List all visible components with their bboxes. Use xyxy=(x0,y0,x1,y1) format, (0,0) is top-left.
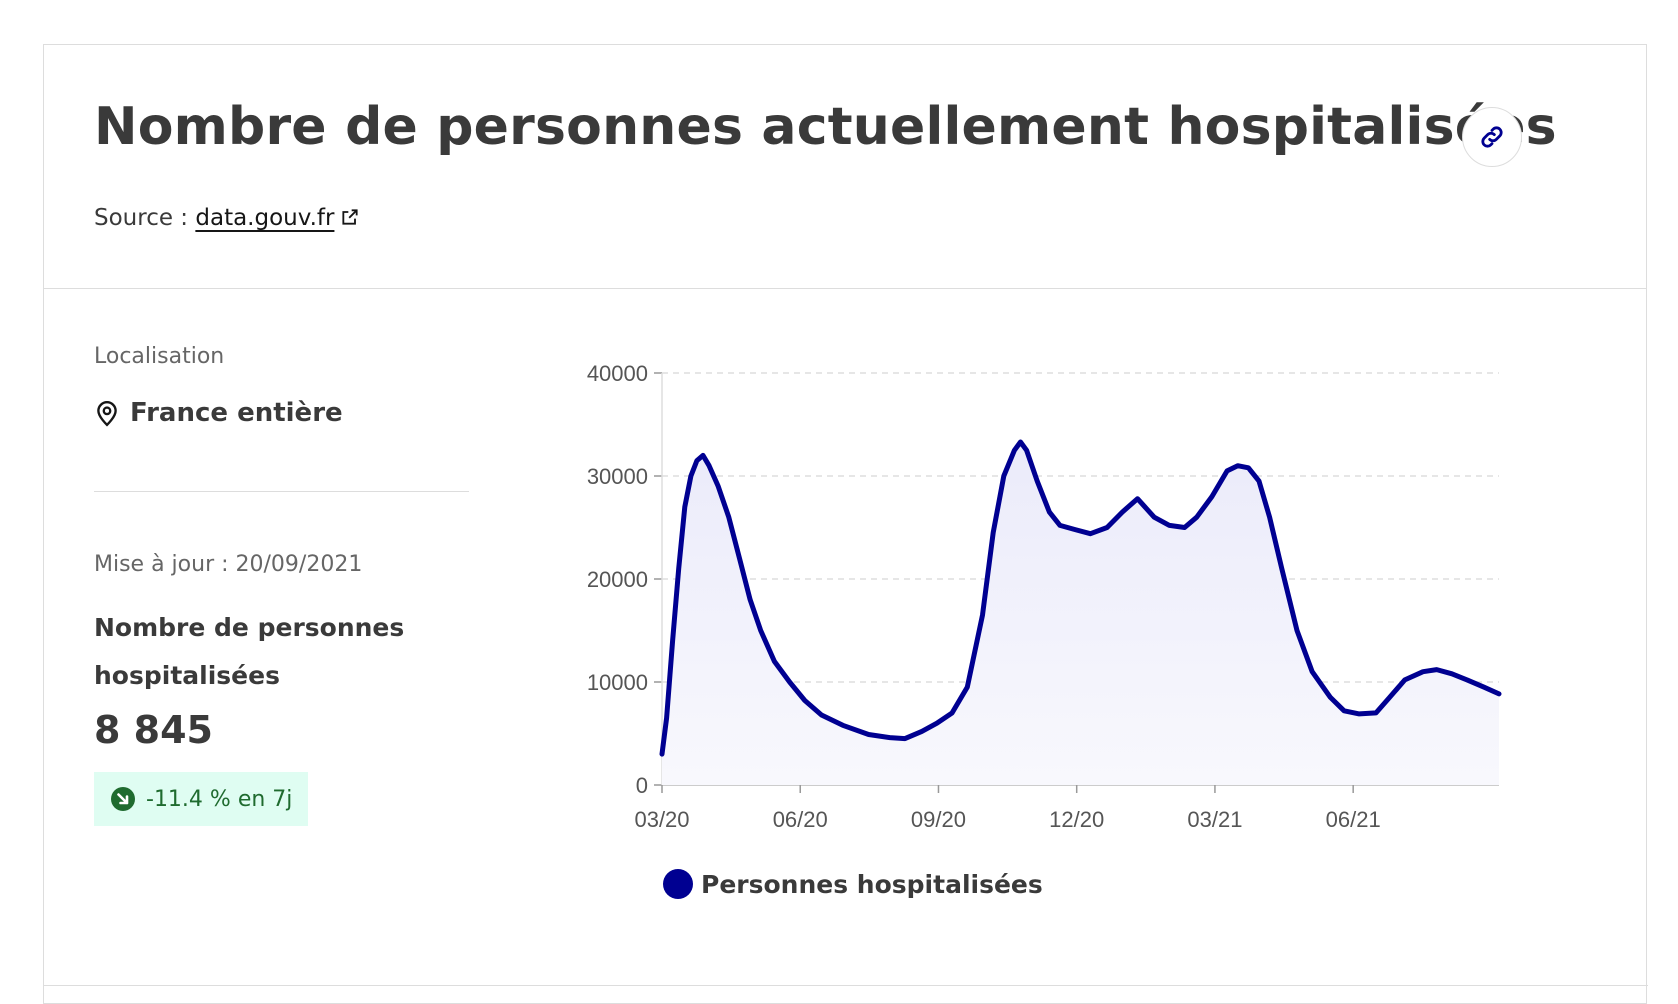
x-tick-label: 03/21 xyxy=(1187,807,1242,832)
x-tick-label: 03/20 xyxy=(634,807,689,832)
trend-badge-text: -11.4 % en 7j xyxy=(146,786,293,812)
update-date: Mise à jour : 20/09/2021 xyxy=(94,552,363,577)
legend-label: Personnes hospitalisées xyxy=(701,870,1043,899)
location-label: Localisation xyxy=(94,344,225,369)
page-title: Nombre de personnes actuellement hospita… xyxy=(94,97,1557,157)
x-tick-label: 09/20 xyxy=(911,807,966,832)
source-label: Source : xyxy=(94,205,189,231)
location-value-text: France entière xyxy=(130,398,343,428)
x-tick-label: 06/20 xyxy=(773,807,828,832)
source-line: Source : data.gouv.fr xyxy=(94,205,360,231)
x-tick-label: 12/20 xyxy=(1049,807,1104,832)
location-value[interactable]: France entière xyxy=(94,398,343,428)
y-tick-label: 30000 xyxy=(587,464,648,489)
metric-value: 8 845 xyxy=(94,708,213,752)
chart-card: Nombre de personnes actuellement hospita… xyxy=(43,44,1648,1004)
series-line xyxy=(659,439,1502,757)
trend-down-icon xyxy=(111,787,135,811)
panel-divider xyxy=(94,491,469,492)
y-tick-label: 10000 xyxy=(587,670,648,695)
x-tick-label: 06/21 xyxy=(1326,807,1381,832)
copy-link-button[interactable] xyxy=(1462,107,1522,167)
location-pin-icon xyxy=(97,401,117,427)
card-header: Nombre de personnes actuellement hospita… xyxy=(44,45,1646,289)
metric-label: Nombre de personnes hospitalisées xyxy=(94,613,405,690)
y-tick-label: 20000 xyxy=(587,567,648,592)
source-link[interactable]: data.gouv.fr xyxy=(195,205,360,231)
card-bottom-divider xyxy=(44,985,1648,986)
trend-badge: -11.4 % en 7j xyxy=(94,772,309,826)
external-link-icon xyxy=(342,209,359,225)
chart-area: 0 10000 20000 30000 40000 03/20 06/20 09/20 12/2… xyxy=(564,335,1604,925)
y-tick-label: 0 xyxy=(636,773,648,798)
link-icon xyxy=(1481,126,1503,148)
legend-marker xyxy=(663,869,693,899)
source-link-text: data.gouv.fr xyxy=(195,205,335,231)
y-tick-label: 40000 xyxy=(587,361,648,386)
series-area xyxy=(662,442,1499,785)
line-chart: 0 10000 20000 30000 40000 03/20 06/20 09/20 12/2… xyxy=(587,361,1502,899)
